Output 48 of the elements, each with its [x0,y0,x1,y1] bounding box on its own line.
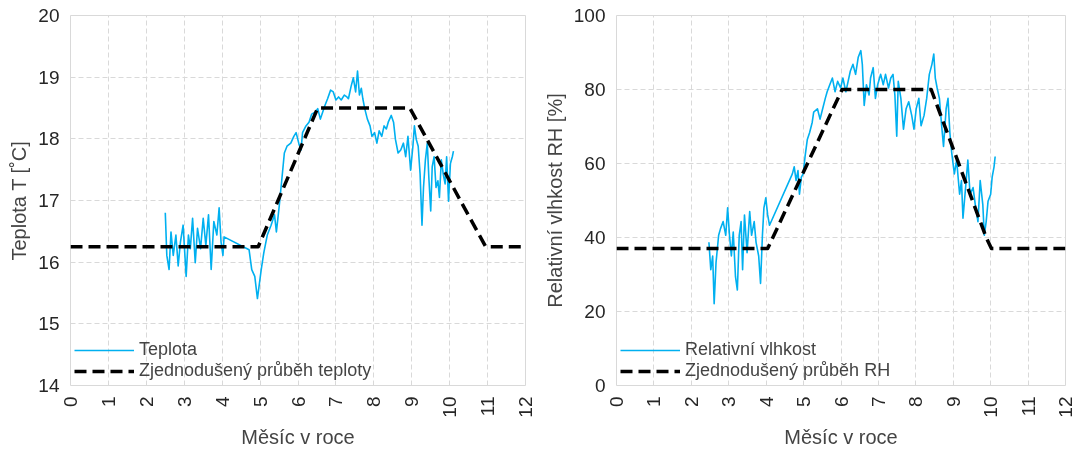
x-tick-label: 0 [60,396,81,408]
x-tick-label: 8 [363,396,385,408]
x-tick-label: 4 [211,396,233,408]
y-tick-label: 80 [584,79,606,100]
x-tick-label: 3 [718,396,740,408]
y-axis-title: Teplota T [˚C] [8,141,31,261]
x-tick-label: 6 [830,396,852,408]
y-tick-label: 18 [38,128,60,150]
y-tick-label: 100 [573,5,606,26]
x-tick-label: 7 [325,396,347,408]
x-axis-title: Měsíc v roce [241,425,355,448]
y-tick-label: 40 [584,227,606,248]
x-tick-label: 3 [173,396,195,408]
y-tick-label: 60 [584,153,606,174]
x-tick-label: 4 [755,396,777,408]
y-tick-label: 20 [584,301,606,322]
x-tick-label: 9 [401,396,423,408]
x-tick-label: 11 [1017,396,1039,417]
line-series [708,49,996,305]
y-axis-title: Relativní vlhkost RH [%] [543,93,566,308]
x-tick-label: 2 [135,396,157,408]
y-tick-label: 15 [38,313,60,335]
x-tick-label: 11 [477,396,499,417]
x-tick-label: 5 [793,396,815,408]
legend-label: Relativní vlhkost [685,339,817,360]
x-tick-label: 0 [606,396,627,408]
legend-label: Zjednodušený průběh RH [685,360,891,381]
x-tick-label: 1 [97,396,119,408]
y-tick-label: 17 [38,190,60,211]
x-tick-label: 10 [439,396,461,418]
x-tick-label: 6 [287,396,309,408]
x-tick-label: 9 [942,396,964,408]
legend-label: Zjednodušený průběh teploty [139,360,372,381]
line-series [164,70,455,300]
x-tick-label: 8 [905,396,927,408]
y-tick-label: 20 [38,5,60,26]
x-tick-label: 12 [515,396,536,418]
x-tick-label: 7 [867,396,889,408]
y-tick-label: 14 [38,375,60,396]
x-tick-label: 12 [1055,396,1076,418]
x-tick-label: 5 [249,396,271,408]
legend-label: Teplota [139,339,198,360]
x-axis-title: Měsíc v roce [784,425,898,448]
x-tick-label: 1 [643,396,665,408]
x-tick-label: 2 [680,396,702,408]
y-tick-label: 19 [38,66,60,88]
y-tick-label: 16 [38,251,60,273]
x-tick-label: 10 [980,396,1002,418]
